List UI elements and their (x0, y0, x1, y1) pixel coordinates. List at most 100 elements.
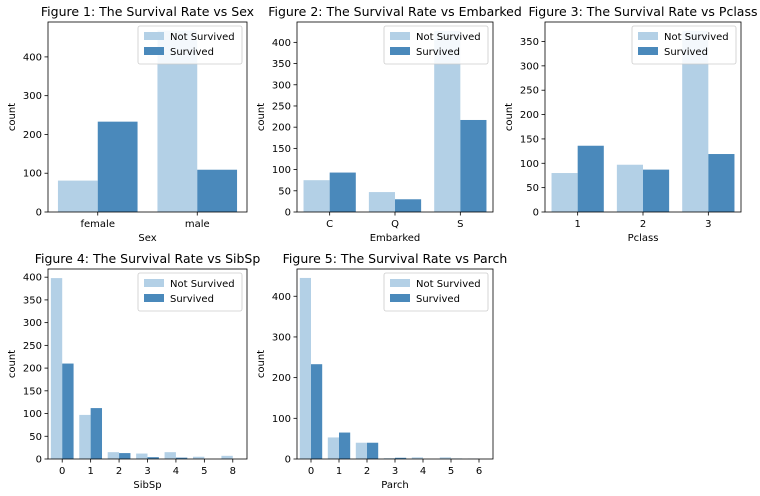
bar-not-survived-2 (355, 442, 367, 459)
y-tick-label: 0 (285, 208, 291, 219)
bar-not-survived-5 (192, 456, 205, 459)
x-tick-label: 1 (87, 466, 93, 477)
x-tick-label: 4 (173, 466, 179, 477)
y-tick-label: 350 (520, 37, 539, 48)
bar-survived-4 (175, 457, 188, 459)
y-tick-label: 350 (272, 59, 291, 70)
x-axis-label: Parch (381, 480, 408, 491)
y-tick-label: 50 (278, 186, 291, 197)
legend-swatch-not-survived (390, 279, 410, 287)
y-axis-label: count (7, 350, 18, 378)
x-tick-label: 4 (420, 466, 426, 477)
bar-survived-1 (577, 145, 604, 212)
x-tick-label: 1 (336, 466, 342, 477)
y-tick-label: 250 (23, 341, 42, 352)
y-tick-label: 100 (23, 409, 42, 420)
chart-panel-3: Figure 3: The Survival Rate vs Pclass 0 50… (504, 4, 757, 244)
bar-not-survived-2 (107, 452, 120, 459)
x-tick-label: 8 (230, 466, 236, 477)
axes-frame (47, 21, 248, 213)
chart-panel-2: Figure 2: The Survival Rate vs Embarked 0… (256, 4, 522, 244)
y-tick-label: 300 (23, 318, 42, 329)
y-axis-label: count (256, 103, 267, 131)
bar-survived-2 (367, 442, 379, 459)
chart-title: Figure 3: The Survival Rate vs Pclass (529, 4, 758, 19)
legend-swatch-survived (144, 294, 164, 302)
bar-not-survived-Q (368, 192, 395, 212)
chart-title: Figure 2: The Survival Rate vs Embarked (268, 4, 522, 19)
legend: Not Survived Survived (631, 25, 737, 65)
bar-not-survived-1 (327, 437, 339, 459)
bar-survived-2 (643, 169, 670, 212)
y-tick-label: 0 (533, 208, 539, 219)
x-tick-label: 3 (705, 219, 711, 230)
legend-label-not-survived: Not Survived (170, 279, 235, 290)
y-tick-label: 100 (520, 159, 539, 170)
x-tick-label: 6 (476, 466, 482, 477)
legend-swatch-survived (638, 47, 658, 55)
bar-survived-0 (62, 363, 74, 459)
x-tick-label: 5 (201, 466, 207, 477)
legend: Not Survived Survived (137, 25, 243, 65)
bar-not-survived-3 (383, 458, 395, 459)
bar-not-survived-4 (411, 457, 423, 459)
x-axis-label: Sex (138, 233, 156, 244)
bar-not-survived-2 (616, 164, 643, 212)
chart-panel-1: Figure 1: The Survival Rate vs Sex 0 100 20… (7, 4, 254, 244)
x-tick-label: 3 (144, 466, 150, 477)
legend-swatch-not-survived (390, 32, 410, 40)
chart-title: Figure 5: The Survival Rate vs Parch (283, 251, 508, 266)
bar-not-survived-female (57, 180, 98, 212)
y-tick-label: 50 (526, 183, 539, 194)
bar-survived-0 (311, 364, 323, 459)
bar-survived-C (329, 172, 356, 212)
legend: Not Survived Survived (383, 25, 489, 65)
legend-swatch-survived (390, 47, 410, 55)
y-tick-label: 300 (272, 80, 291, 91)
y-tick-label: 100 (23, 169, 42, 180)
legend-label-not-survived: Not Survived (416, 32, 481, 43)
bar-survived-3 (147, 457, 159, 459)
y-tick-label: 150 (520, 134, 539, 145)
y-tick-label: 300 (520, 61, 539, 72)
y-tick-label: 200 (272, 373, 291, 384)
x-tick-label: female (81, 219, 115, 230)
bar-survived-3 (708, 154, 735, 212)
bar-not-survived-3 (136, 453, 148, 459)
legend-label-survived: Survived (170, 47, 214, 58)
legend-swatch-survived (390, 294, 410, 302)
legend-label-survived: Survived (170, 294, 214, 305)
chart-panel-4: Figure 4: The Survival Rate vs SibSp0501… (7, 251, 260, 491)
legend-swatch-not-survived (144, 32, 164, 40)
x-tick-label: 5 (448, 466, 454, 477)
bar-survived-Q (395, 199, 422, 212)
x-axis-label: Pclass (628, 233, 659, 244)
bar-not-survived-C (303, 180, 330, 212)
x-axis-label: Embarked (370, 233, 421, 244)
x-tick-label: S (457, 219, 463, 230)
bar-not-survived-5 (439, 457, 451, 459)
y-tick-label: 0 (285, 455, 291, 466)
legend: Not Survived Survived (137, 272, 243, 312)
legend-swatch-survived (144, 47, 164, 55)
y-tick-label: 150 (23, 386, 42, 397)
y-tick-label: 300 (272, 332, 291, 343)
y-tick-label: 300 (23, 91, 42, 102)
legend-label-not-survived: Not Survived (416, 279, 481, 290)
y-tick-label: 250 (272, 101, 291, 112)
y-tick-label: 400 (272, 292, 291, 303)
y-axis-label: count (504, 103, 515, 131)
x-tick-label: 2 (640, 219, 646, 230)
chart-title: Figure 4: The Survival Rate vs SibSp (35, 251, 261, 266)
y-tick-label: 50 (29, 432, 42, 443)
chart-title: Figure 1: The Survival Rate vs Sex (41, 4, 254, 19)
x-tick-label: 2 (116, 466, 122, 477)
x-tick-label: 3 (392, 466, 398, 477)
legend-label-survived: Survived (416, 47, 460, 58)
y-tick-label: 150 (272, 144, 291, 155)
bar-survived-1 (339, 432, 351, 459)
y-tick-label: 100 (272, 165, 291, 176)
y-tick-label: 200 (520, 110, 539, 121)
bar-survived-1 (90, 408, 103, 459)
